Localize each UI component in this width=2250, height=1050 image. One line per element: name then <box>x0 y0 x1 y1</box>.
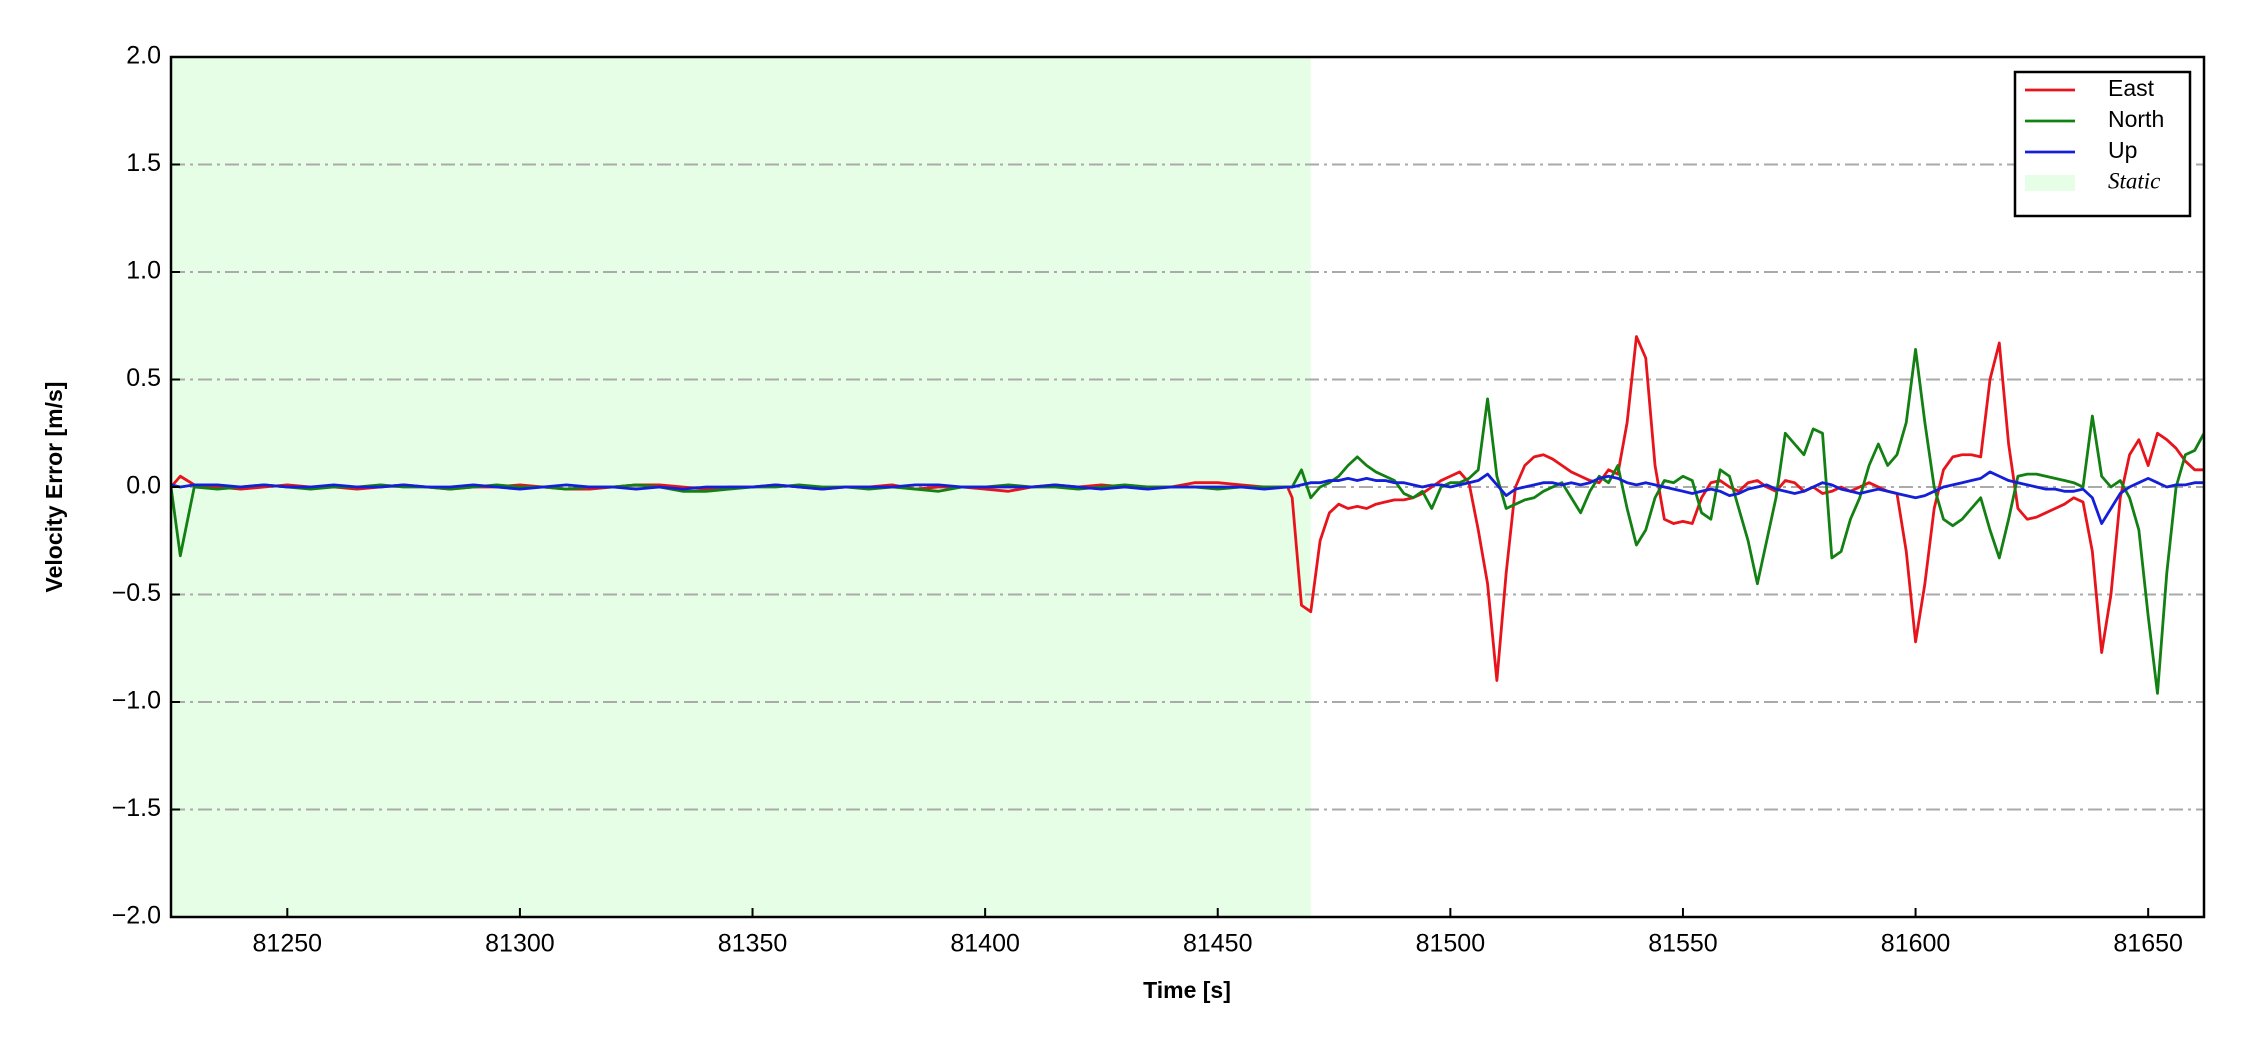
y-tick-label: −0.5 <box>112 579 161 607</box>
y-tick-label: 0.5 <box>126 364 161 392</box>
y-axis-label: Velocity Error [m/s] <box>41 382 67 593</box>
x-tick-label: 81650 <box>2113 930 2183 958</box>
y-tick-label: −1.0 <box>112 687 161 715</box>
series-line <box>171 348 2204 695</box>
ticks-layer: −2.0 −1.5 −1.0 −0.5 0.0 0.5 1.0 1.5 2.0 81250 8130… <box>112 42 2183 958</box>
y-tick-label: −2.0 <box>112 902 161 930</box>
x-tick-label: 81600 <box>1881 930 1951 958</box>
legend-label: Static <box>2108 168 2160 193</box>
y-tick-label: 2.0 <box>126 42 161 70</box>
legend-label: Up <box>2108 137 2137 163</box>
series-line <box>171 470 2204 525</box>
legend-swatch <box>2025 175 2075 191</box>
y-tick-label: 1.5 <box>126 149 161 177</box>
y-tick-label: −1.5 <box>112 794 161 822</box>
legend: East North Up Static <box>2013 70 2192 218</box>
y-tick-label: 1.0 <box>126 257 161 285</box>
x-tick-label: 81250 <box>253 930 323 958</box>
x-tick-label: 81550 <box>1648 930 1718 958</box>
lines-layer <box>171 335 2204 695</box>
x-tick-label: 81300 <box>485 930 555 958</box>
x-tick-label: 81500 <box>1416 930 1486 958</box>
x-tick-label: 81450 <box>1183 930 1253 958</box>
x-axis-label: Time [s] <box>1143 977 1231 1003</box>
legend-label: East <box>2108 75 2155 101</box>
legend-box <box>2013 70 2192 218</box>
x-tick-label: 81350 <box>718 930 788 958</box>
legend-label: North <box>2108 106 2164 132</box>
x-tick-label: 81400 <box>950 930 1020 958</box>
y-tick-label: 0.0 <box>126 472 161 500</box>
